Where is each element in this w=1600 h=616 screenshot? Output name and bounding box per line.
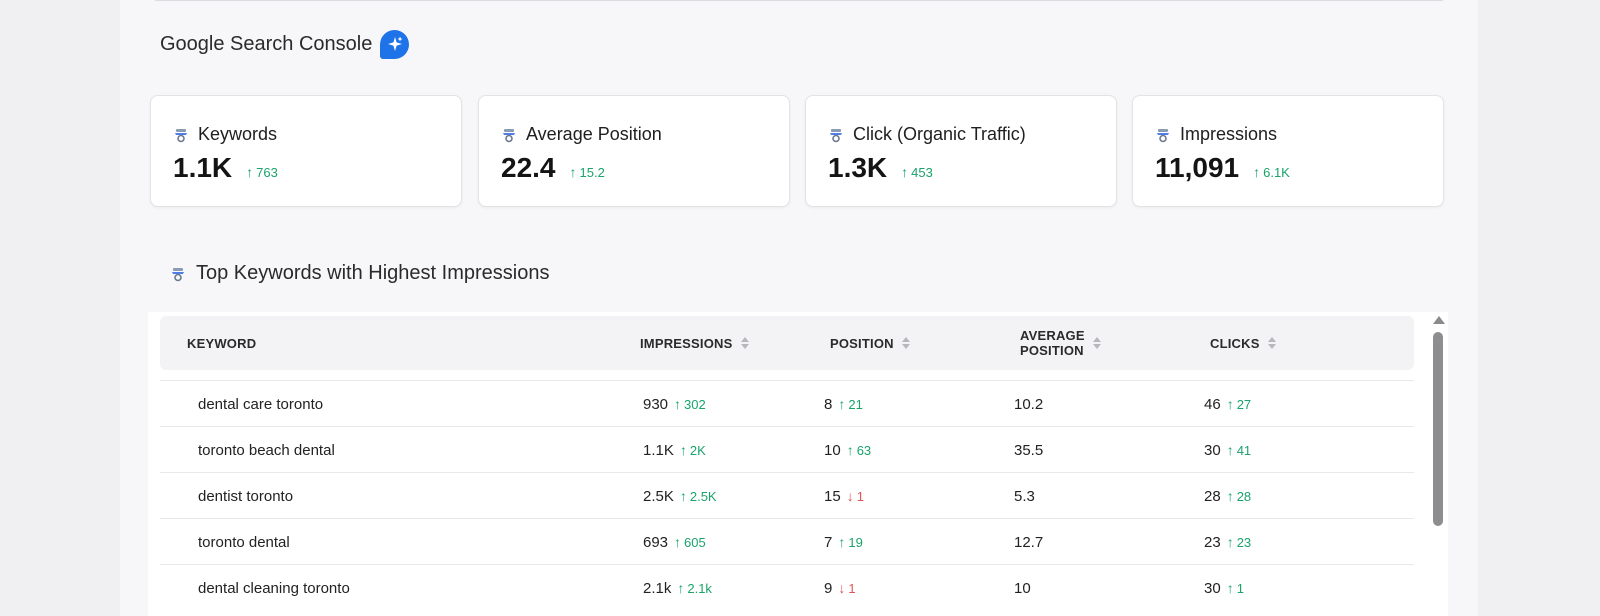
table-title: Top Keywords with Highest Impressions bbox=[196, 262, 550, 284]
search-console-icon bbox=[830, 128, 842, 142]
arrow-up-icon: ↑ bbox=[674, 396, 682, 412]
impressions-cell: 930 ↑ 302 bbox=[643, 395, 706, 413]
clicks-cell: 30 ↑ 1 bbox=[1204, 579, 1244, 597]
keyword-cell: dental cleaning toronto bbox=[198, 579, 350, 597]
card-value: 1.1K bbox=[173, 152, 233, 183]
column-keyword: KEYWORD bbox=[187, 335, 257, 351]
arrow-up-icon: ↑ bbox=[677, 580, 685, 596]
impressions-cell: 693 ↑ 605 bbox=[643, 533, 706, 551]
arrow-up-icon: ↑ bbox=[679, 488, 687, 504]
keyword-cell: dentist toronto bbox=[198, 487, 294, 505]
table-row[interactable]: dental cleaning toronto 2.1k ↑ 2.1k 9 ↓ 1 10… bbox=[160, 564, 1414, 610]
impressions-cell: 1.1K ↑ 2K bbox=[643, 441, 706, 459]
arrow-up-icon: ↑ bbox=[1226, 488, 1234, 504]
arrow-up-icon: ↑ bbox=[901, 164, 909, 180]
card-clicks: Click (Organic Traffic) 1.3K ↑ 453 bbox=[805, 95, 1117, 207]
arrow-up-icon: ↑ bbox=[846, 442, 854, 458]
metric-cards: Keywords 1.1K ↑ 763 Average Position 22.4… bbox=[150, 95, 1444, 207]
table-row[interactable]: dental care toronto 930 ↑ 302 8 ↑ 21 10.2 46… bbox=[160, 380, 1414, 426]
card-delta: ↑ 453 bbox=[901, 164, 933, 180]
impressions-cell: 2.5K ↑ 2.5K bbox=[643, 487, 717, 505]
card-value: 1.3K bbox=[828, 152, 888, 183]
card-delta: ↑ 15.2 bbox=[569, 164, 605, 180]
card-label: Impressions bbox=[1180, 124, 1278, 144]
column-position[interactable]: POSITION bbox=[830, 316, 910, 370]
arrow-up-icon: ↑ bbox=[246, 164, 254, 180]
clicks-cell: 46 ↑ 27 bbox=[1204, 395, 1252, 413]
card-impressions: Impressions 11,091 ↑ 6.1K bbox=[1132, 95, 1444, 207]
top-divider bbox=[155, 0, 1443, 1]
position-cell: 10 ↑ 63 bbox=[824, 441, 872, 459]
arrow-up-icon: ↑ bbox=[838, 534, 846, 550]
arrow-up-icon: ↑ bbox=[1226, 580, 1234, 596]
table-row[interactable]: dentist toronto 2.5K ↑ 2.5K 15 ↓ 1 5.3 28 ↑ 28 bbox=[160, 472, 1414, 518]
card-keywords: Keywords 1.1K ↑ 763 bbox=[150, 95, 462, 207]
arrow-up-icon: ↑ bbox=[679, 442, 687, 458]
avg-position-cell: 10.2 bbox=[1014, 395, 1044, 413]
sort-icon[interactable] bbox=[1267, 337, 1276, 349]
arrow-up-icon: ↑ bbox=[674, 534, 682, 550]
position-cell: 9 ↓ 1 bbox=[824, 579, 856, 597]
keyword-cell: toronto beach dental bbox=[198, 441, 335, 459]
arrow-up-icon: ↑ bbox=[1226, 442, 1234, 458]
table-row[interactable]: toronto dental 693 ↑ 605 7 ↑ 19 12.7 23 ↑ 23 bbox=[160, 518, 1414, 564]
card-delta: ↑ 763 bbox=[246, 164, 278, 180]
position-cell: 7 ↑ 19 bbox=[824, 533, 863, 551]
arrow-up-icon: ↑ bbox=[1226, 534, 1234, 550]
ai-sparkle-icon[interactable] bbox=[380, 29, 410, 59]
sort-icon[interactable] bbox=[901, 337, 910, 349]
table-scrollbar[interactable] bbox=[1432, 316, 1445, 616]
table-row[interactable]: toronto beach dental 1.1K ↑ 2K 10 ↑ 63 35.5 … bbox=[160, 426, 1414, 472]
table-head: KEYWORD IMPRESSIONS POSITION AVERAGE POS… bbox=[160, 316, 1414, 370]
arrow-down-icon: ↓ bbox=[838, 580, 846, 596]
position-cell: 8 ↑ 21 bbox=[824, 395, 863, 413]
scroll-up-arrow-icon[interactable] bbox=[1433, 316, 1445, 324]
scroll-thumb[interactable] bbox=[1433, 332, 1443, 526]
avg-position-cell: 35.5 bbox=[1014, 441, 1044, 459]
section-header: Google Search Console bbox=[160, 29, 410, 59]
column-average-position[interactable]: AVERAGE POSITION bbox=[1020, 316, 1101, 370]
search-console-icon bbox=[1157, 128, 1169, 142]
clicks-cell: 28 ↑ 28 bbox=[1204, 487, 1252, 505]
card-delta: ↑ 6.1K bbox=[1253, 164, 1290, 180]
arrow-up-icon: ↑ bbox=[1253, 164, 1261, 180]
card-value: 22.4 bbox=[501, 152, 556, 183]
clicks-cell: 30 ↑ 41 bbox=[1204, 441, 1252, 459]
search-console-icon bbox=[172, 267, 184, 281]
avg-position-cell: 5.3 bbox=[1014, 487, 1035, 505]
arrow-up-icon: ↑ bbox=[1226, 396, 1234, 412]
table-body: dental care toronto 930 ↑ 302 8 ↑ 21 10.2 46… bbox=[160, 380, 1414, 610]
keyword-cell: dental care toronto bbox=[198, 395, 324, 413]
card-label: Average Position bbox=[526, 124, 662, 144]
table-header: Top Keywords with Highest Impressions bbox=[170, 262, 549, 285]
arrow-down-icon: ↓ bbox=[846, 488, 854, 504]
card-label: Click (Organic Traffic) bbox=[853, 124, 1026, 144]
position-cell: 15 ↓ 1 bbox=[824, 487, 864, 505]
keyword-cell: toronto dental bbox=[198, 533, 290, 551]
card-average-position: Average Position 22.4 ↑ 15.2 bbox=[478, 95, 790, 207]
avg-position-cell: 12.7 bbox=[1014, 533, 1044, 551]
column-clicks[interactable]: CLICKS bbox=[1210, 316, 1276, 370]
card-value: 11,091 bbox=[1155, 152, 1240, 183]
column-impressions[interactable]: IMPRESSIONS bbox=[640, 316, 749, 370]
avg-position-cell: 10 bbox=[1014, 579, 1031, 597]
keywords-table: KEYWORD IMPRESSIONS POSITION AVERAGE POS… bbox=[148, 312, 1448, 616]
clicks-cell: 23 ↑ 23 bbox=[1204, 533, 1252, 551]
arrow-up-icon: ↑ bbox=[838, 396, 846, 412]
sort-icon[interactable] bbox=[740, 337, 749, 349]
arrow-up-icon: ↑ bbox=[569, 164, 577, 180]
search-console-icon bbox=[503, 128, 515, 142]
impressions-cell: 2.1k ↑ 2.1k bbox=[643, 579, 712, 597]
section-title: Google Search Console bbox=[160, 32, 373, 55]
sort-icon[interactable] bbox=[1092, 337, 1101, 349]
search-console-icon bbox=[175, 128, 187, 142]
card-label: Keywords bbox=[198, 124, 278, 144]
